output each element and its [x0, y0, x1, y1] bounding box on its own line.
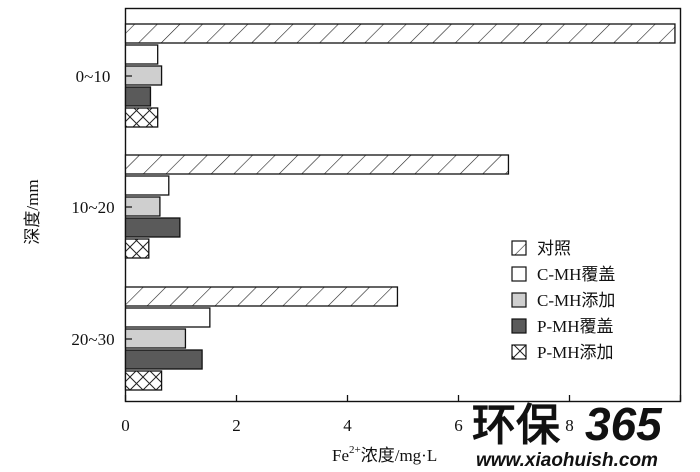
legend-swatch-1: [511, 240, 527, 256]
bar-pmh-1-series-5: [124, 107, 159, 128]
bar-pmh-2-series-4: [124, 217, 181, 238]
x-tick-label-6: 6: [454, 416, 463, 435]
bar-pmh-2-series-5: [124, 238, 150, 259]
y-axis-ticks: 0~10 10~20 20~30: [71, 67, 132, 349]
legend-swatch-2: [511, 266, 527, 282]
x-axis-label: Fe2+浓度/mg·L: [332, 444, 437, 465]
y-tick-label-2: 10~20: [71, 198, 114, 217]
legend-label-1: 对照: [537, 239, 571, 258]
bar-pmh-3-series-5: [124, 370, 163, 391]
bar-cmh-3-series-3: [124, 328, 187, 349]
legend-label-5: P-MH添加: [537, 343, 614, 362]
watermark-chinese-text: 环保: [472, 400, 561, 451]
watermark-number-text: 365: [585, 398, 663, 450]
legend-label-2: C-MH覆盖: [537, 265, 615, 284]
x-axis-label-suffix: 浓度/mg·L: [361, 446, 438, 465]
x-axis-label-prefix: Fe: [332, 446, 349, 465]
y-axis-label: 深度/mm: [23, 179, 42, 244]
bar-cmh-3-series-2: [124, 307, 211, 328]
bar-pmh-1-series-4: [124, 86, 152, 107]
bar-cmh-1-series-2: [124, 44, 159, 65]
y-tick-label-3: 20~30: [71, 330, 114, 349]
x-tick-label-4: 4: [343, 416, 352, 435]
legend-label-3: C-MH添加: [537, 291, 615, 310]
watermark: 环保 365 www.xiaohuish.com: [472, 398, 663, 471]
y-tick-label-1: 0~10: [76, 67, 111, 86]
watermark-url: www.xiaohuish.com: [476, 450, 658, 471]
bar-pmh-3-series-4: [124, 349, 203, 370]
x-axis-label-superscript: 2+: [349, 444, 361, 456]
x-tick-label-0: 0: [121, 416, 130, 435]
legend-swatch-4: [511, 318, 527, 334]
bar-series0-2-series-1: [124, 154, 510, 175]
bar-cmh-2-series-2: [124, 175, 170, 196]
x-axis-ticks: 0 2 4 6 8: [121, 395, 682, 435]
legend-swatch-5: [511, 344, 527, 360]
x-tick-label-2: 2: [232, 416, 241, 435]
legend-label-4: P-MH覆盖: [537, 317, 614, 336]
x-tick-label-8: 8: [565, 416, 574, 435]
legend-swatch-3: [511, 292, 527, 308]
bar-series0-3-series-1: [124, 286, 399, 307]
bar-series0-1-series-1: [124, 23, 676, 44]
bar-marks: [124, 23, 676, 391]
legend: 对照 C-MH覆盖 C-MH添加 P-MH覆盖 P-MH添加: [511, 239, 615, 362]
